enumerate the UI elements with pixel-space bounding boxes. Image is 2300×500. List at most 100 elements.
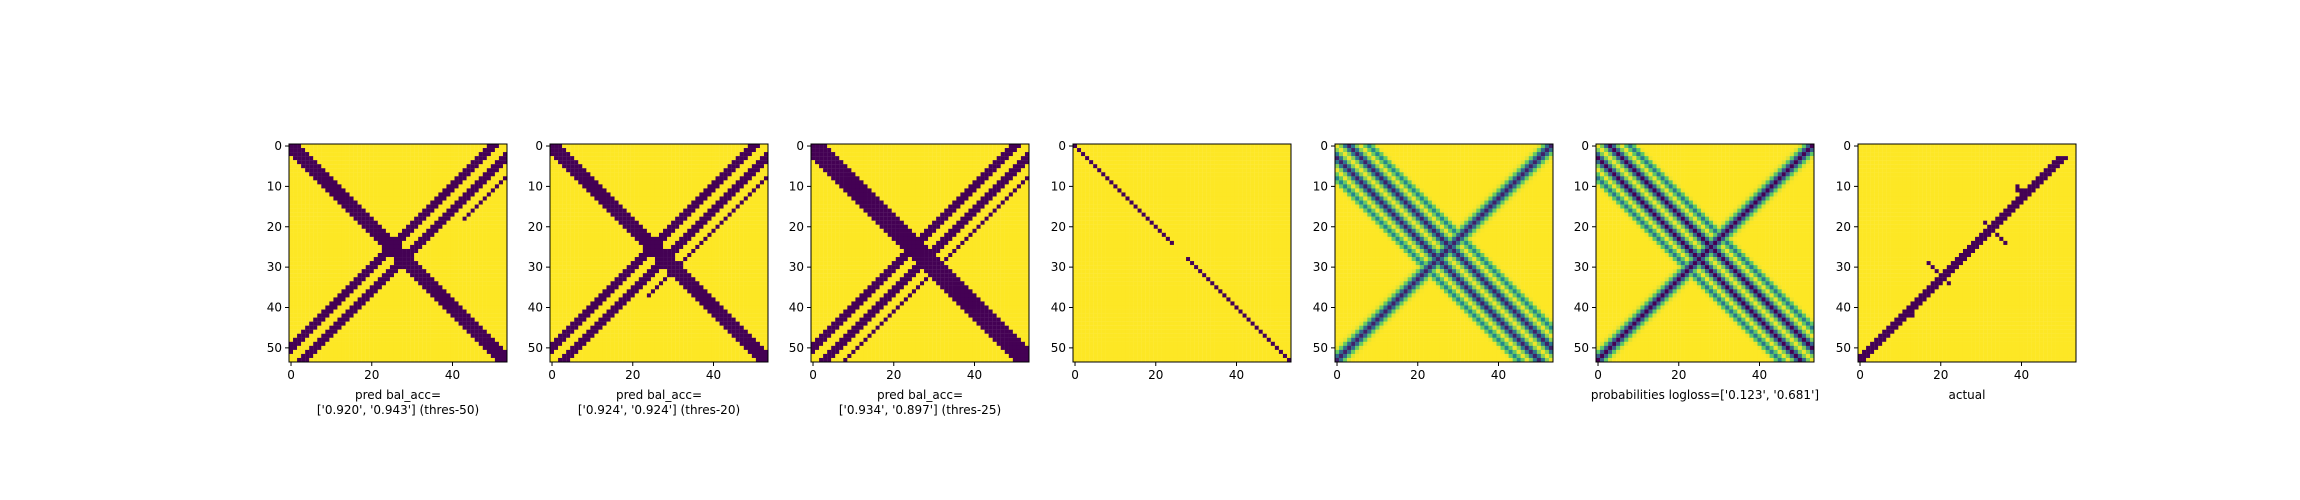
heatmap-cell (490, 353, 496, 359)
heatmap-cell (630, 232, 635, 237)
heatmap-cell (502, 257, 508, 262)
heatmap-cell (389, 172, 395, 177)
heatmap-cell (494, 337, 500, 342)
heatmap-cell (369, 172, 374, 177)
heatmap-cell (699, 172, 704, 177)
heatmap-cell (462, 204, 467, 209)
heatmap-cell (667, 168, 672, 173)
heatmap-cell (715, 144, 720, 149)
heatmap-cell (659, 228, 664, 233)
heatmap-cell (446, 160, 451, 165)
heatmap-cell (679, 168, 684, 173)
heatmap-cell (289, 261, 294, 266)
heatmap-cell (626, 184, 631, 189)
heatmap-cell (759, 265, 765, 270)
heatmap-cell (735, 180, 740, 185)
heatmap-cell (389, 228, 395, 233)
heatmap-cell (638, 192, 643, 197)
heatmap-cell (289, 269, 294, 274)
heatmap-cell (590, 253, 595, 258)
heatmap-cell (329, 253, 334, 258)
heatmap-cell (470, 224, 475, 229)
heatmap-cell (337, 228, 342, 233)
heatmap-cell (478, 341, 483, 346)
heatmap-cell (667, 216, 672, 221)
heatmap-cell (410, 349, 415, 355)
heatmap-cell (422, 321, 427, 326)
heatmap-cell (703, 224, 708, 229)
heatmap-cell (289, 329, 294, 334)
heatmap-cell (634, 176, 639, 181)
heatmap-cell (755, 164, 761, 169)
heatmap-cell (337, 244, 342, 250)
heatmap-cell (321, 293, 326, 298)
heatmap-cell (558, 248, 563, 254)
heatmap-cell (289, 257, 294, 262)
heatmap-cell (389, 321, 395, 326)
heatmap-cell (654, 273, 660, 278)
heatmap-cell (763, 257, 769, 262)
heatmap-cell (598, 293, 603, 298)
heatmap-cell (470, 333, 475, 338)
heatmap-cell (349, 309, 354, 314)
heatmap-cell (747, 253, 752, 258)
heatmap-cell (482, 224, 487, 229)
heatmap-cell (646, 224, 652, 229)
heatmap-cell (630, 228, 635, 233)
heatmap-cell (747, 273, 752, 278)
heatmap-cell (454, 248, 459, 254)
heatmap-cell (341, 273, 346, 278)
heatmap-cell (675, 216, 680, 221)
heatmap-cell (297, 341, 302, 346)
heatmap-cell (325, 305, 330, 310)
heatmap-cell (723, 224, 728, 229)
heatmap-cell (361, 269, 366, 274)
heatmap-cell (711, 273, 716, 278)
heatmap-cell (377, 349, 382, 355)
heatmap-cell (558, 152, 563, 157)
heatmap-cell (406, 253, 411, 258)
heatmap-cell (418, 277, 423, 282)
heatmap-cell (586, 285, 591, 290)
heatmap-cell (462, 257, 467, 262)
heatmap-cell (691, 257, 696, 262)
heatmap-cell (602, 212, 607, 217)
heatmap-cell (586, 265, 591, 270)
heatmap-cell (727, 152, 732, 157)
heatmap-cell (458, 269, 463, 274)
heatmap-cell (566, 152, 571, 157)
heatmap-cell (398, 257, 403, 262)
heatmap-cell (414, 337, 419, 342)
heatmap-cell (353, 240, 358, 246)
heatmap-cell (385, 357, 391, 363)
heatmap-cell (317, 309, 322, 314)
heatmap-cell (442, 297, 447, 302)
heatmap-cell (301, 208, 306, 213)
heatmap-cell (731, 144, 736, 149)
heatmap-cell (574, 200, 579, 205)
heatmap-cell (389, 148, 395, 153)
heatmap-cell (297, 196, 302, 201)
heatmap-cell (578, 160, 583, 165)
heatmap-cell (735, 269, 740, 274)
heatmap-cell (345, 277, 350, 282)
heatmap-cell (606, 148, 611, 153)
heatmap-cell (313, 200, 318, 205)
heatmap-cell (325, 277, 330, 282)
heatmap-cell (365, 188, 370, 193)
heatmap-cell (763, 188, 769, 193)
heatmap-cell (614, 164, 619, 169)
heatmap-cell (321, 232, 326, 237)
heatmap-cell (562, 273, 567, 278)
heatmap-cell (574, 261, 579, 266)
heatmap-cell (498, 168, 504, 173)
heatmap-cell (369, 200, 374, 205)
heatmap-cell (723, 164, 728, 169)
heatmap-cell (578, 293, 583, 298)
heatmap-cell (361, 208, 366, 213)
heatmap-cell (466, 261, 471, 266)
heatmap-cell (731, 224, 736, 229)
heatmap-cell (550, 293, 555, 298)
heatmap-cell (341, 244, 346, 250)
heatmap-cell (707, 289, 712, 294)
